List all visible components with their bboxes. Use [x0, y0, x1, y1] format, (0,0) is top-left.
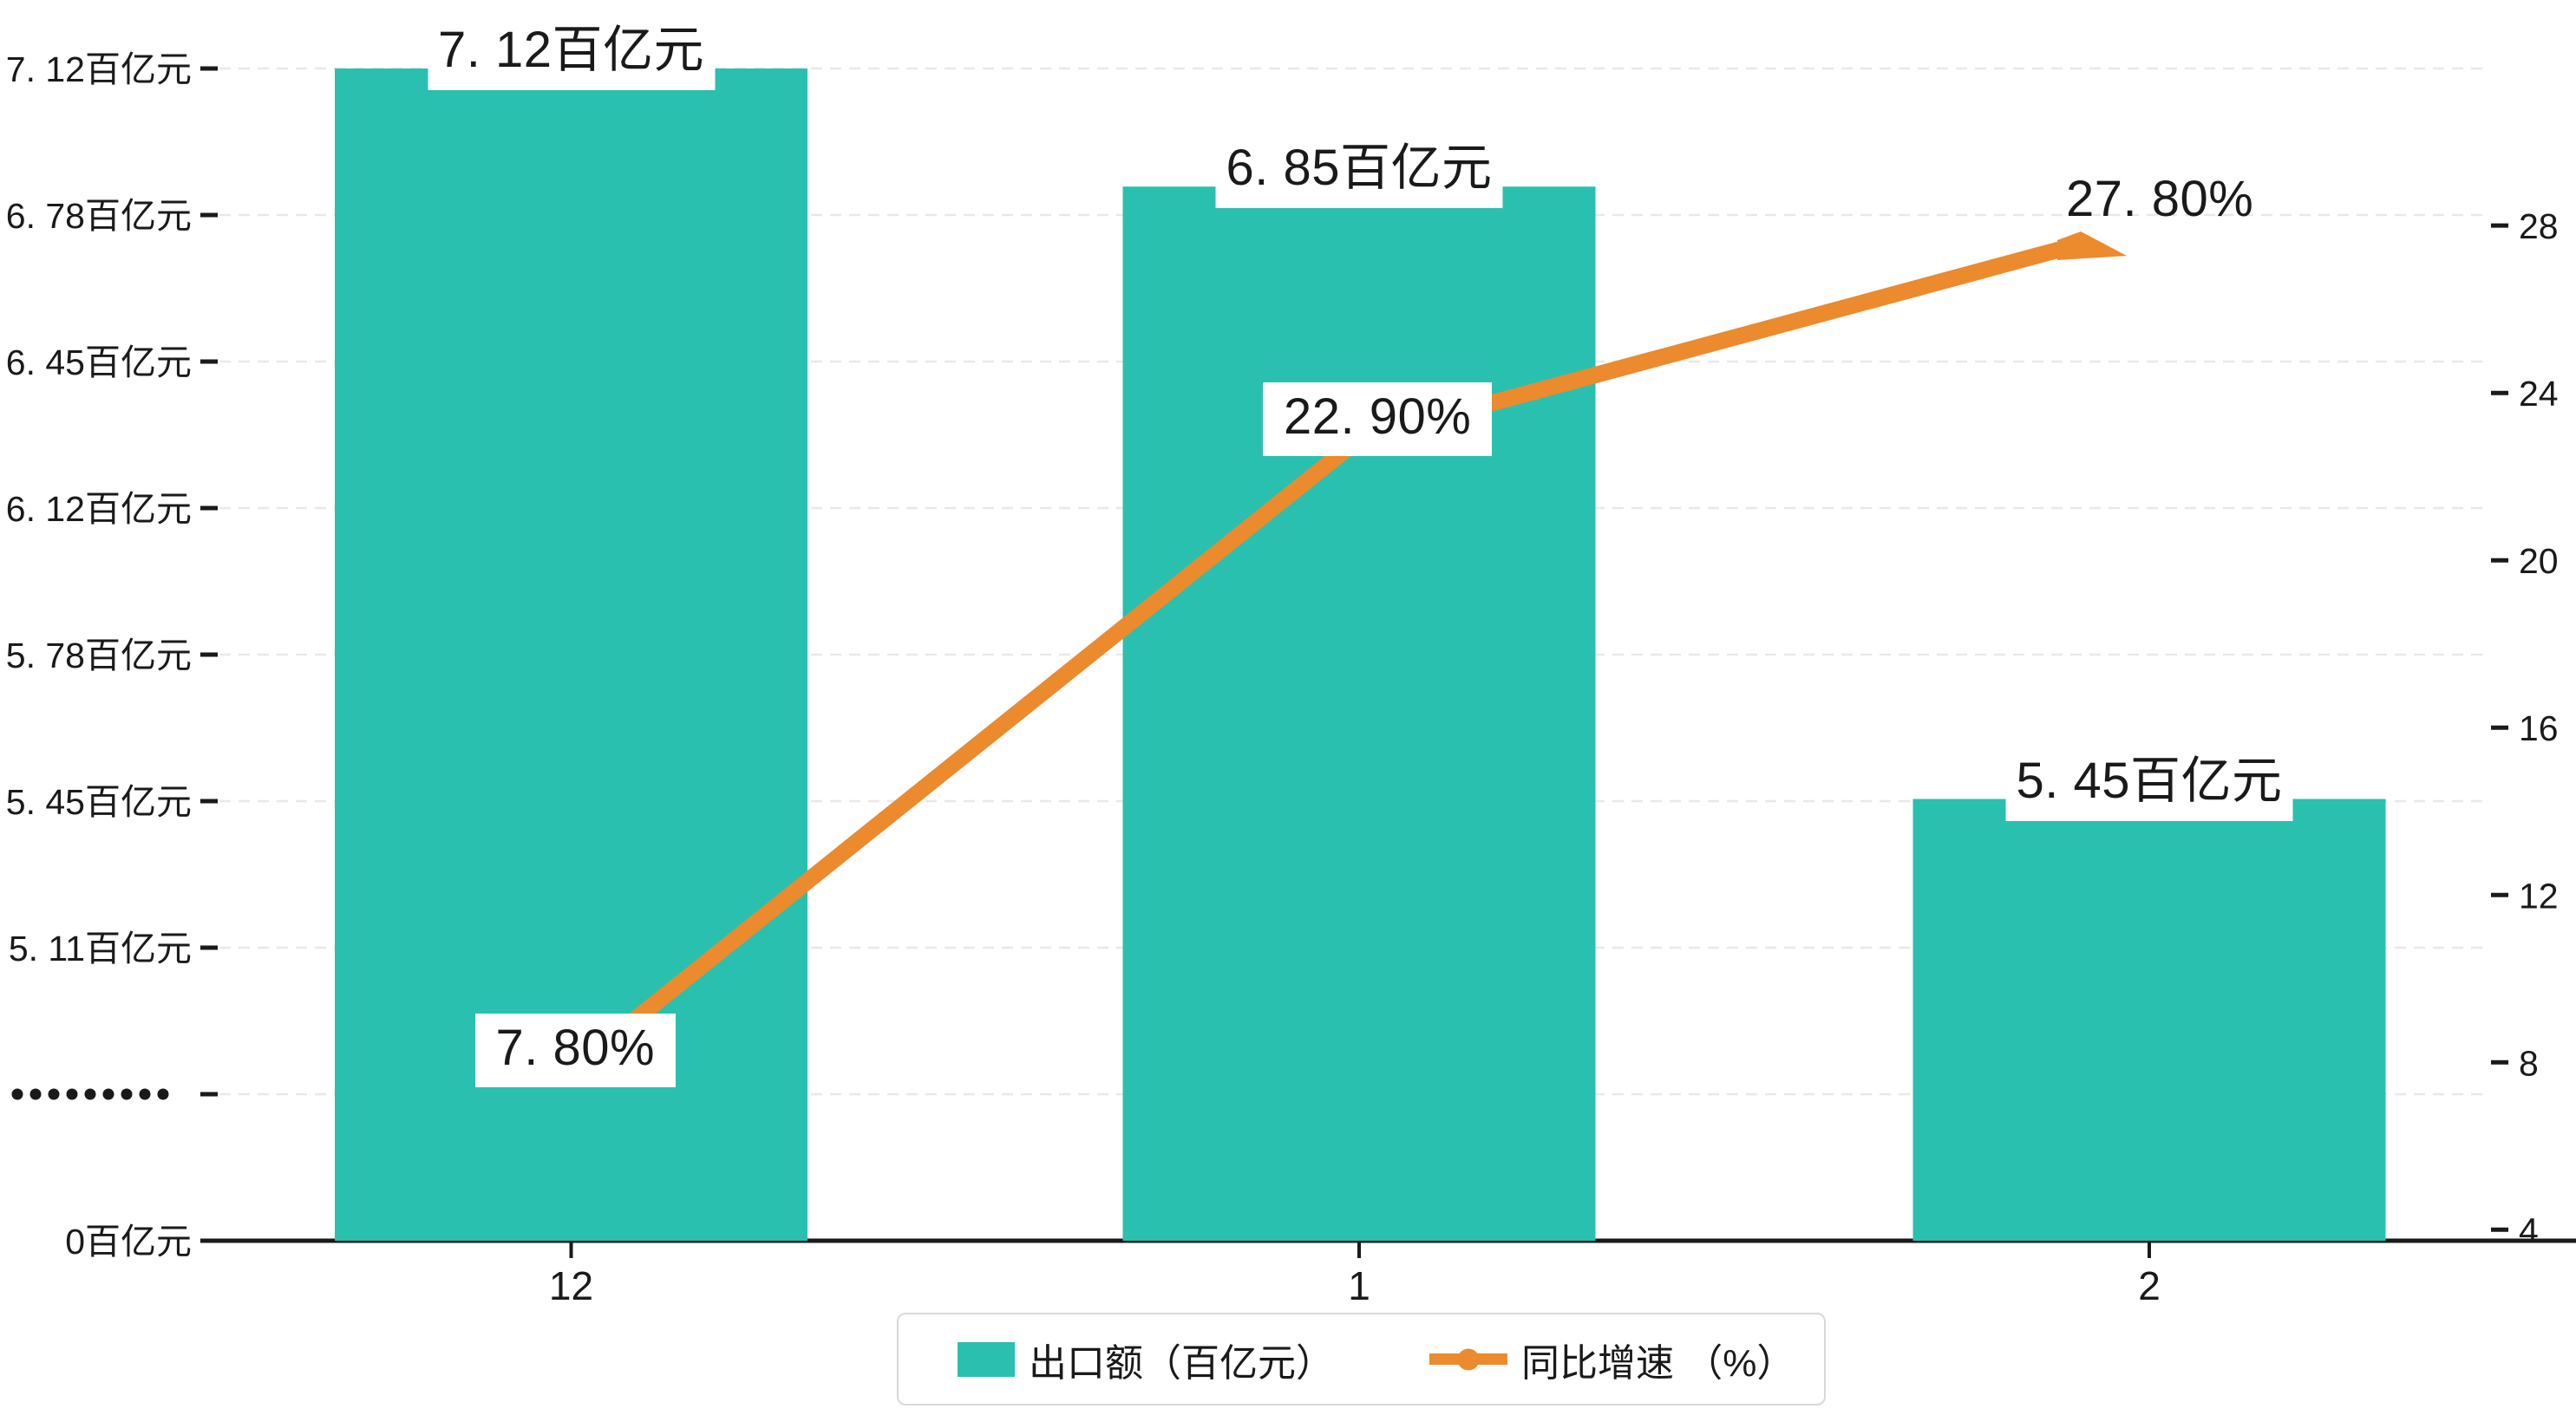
- svg-text:28: 28: [2519, 206, 2559, 246]
- svg-text:6. 12百亿元: 6. 12百亿元: [6, 489, 192, 529]
- svg-text:5. 11百亿元: 5. 11百亿元: [9, 929, 192, 968]
- svg-text:20: 20: [2519, 541, 2559, 581]
- svg-text:6. 45百亿元: 6. 45百亿元: [6, 342, 192, 382]
- svg-text:6. 78百亿元: 6. 78百亿元: [6, 196, 192, 236]
- svg-text:0百亿元: 0百亿元: [65, 1222, 192, 1262]
- svg-text:5. 78百亿元: 5. 78百亿元: [6, 636, 192, 675]
- svg-text:1: 1: [1348, 1263, 1370, 1308]
- svg-text:24: 24: [2519, 374, 2559, 414]
- svg-text:7. 12百亿元: 7. 12百亿元: [6, 49, 192, 89]
- svg-text:2: 2: [2138, 1263, 2161, 1308]
- svg-text:4: 4: [2519, 1210, 2539, 1250]
- svg-text:12: 12: [2519, 876, 2559, 916]
- svg-text:12: 12: [549, 1263, 593, 1308]
- svg-text:5. 45百亿元: 5. 45百亿元: [6, 782, 192, 822]
- svg-text:8: 8: [2519, 1043, 2539, 1083]
- svg-text:16: 16: [2519, 708, 2559, 748]
